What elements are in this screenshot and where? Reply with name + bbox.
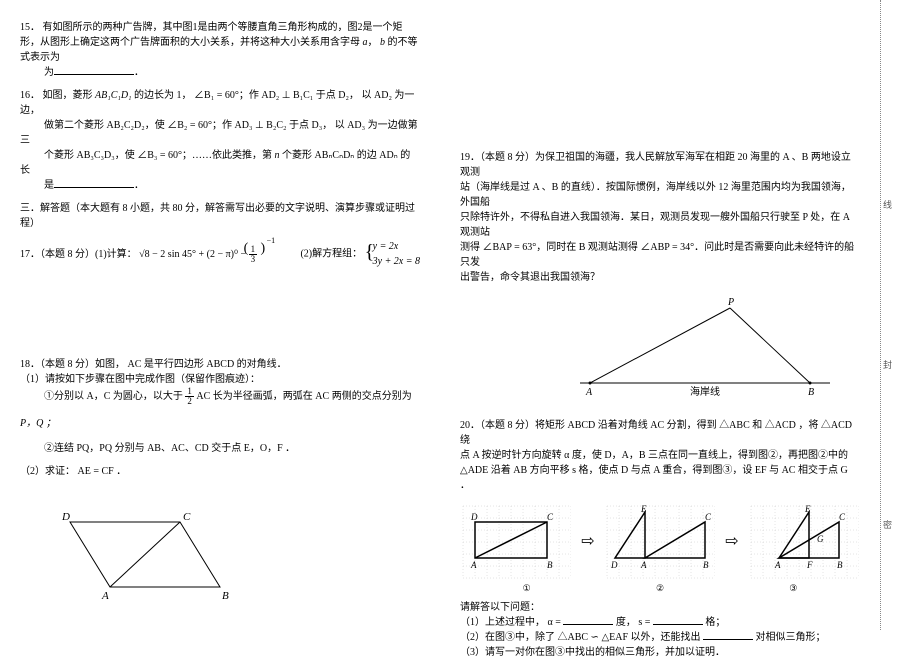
svg-text:D: D	[610, 560, 618, 570]
svg-text:B: B	[547, 560, 553, 570]
q20-blank-pairs	[703, 630, 753, 640]
svg-text:A: A	[640, 560, 647, 570]
question-16: 16． 如图，菱形 AB₁C₁D₁ 的边长为 1， ∠B₁ = 60°；作 AD…	[20, 88, 420, 193]
figure-18: D C A B	[20, 487, 420, 607]
grid-fig-2: A B C D E	[604, 501, 716, 581]
svg-text:A: A	[774, 560, 781, 570]
q15-blank	[54, 65, 134, 75]
q20-blank-s	[653, 615, 703, 625]
svg-text:A: A	[470, 560, 477, 570]
svg-text:G: G	[817, 534, 824, 544]
frac-one-third: ( 13 ) −1	[249, 245, 258, 264]
question-17: 17．（本题 8 分）(1)计算： √8 − 2 sin 45° + (2 − …	[20, 239, 420, 269]
arrow-icon: ⇨	[725, 531, 738, 551]
svg-text:A: A	[585, 387, 593, 398]
question-20: 20．（本题 8 分）将矩形 ABCD 沿着对角线 AC 分割，得到 △ABC …	[460, 418, 860, 493]
q15-number: 15．	[20, 22, 40, 33]
svg-text:F: F	[806, 560, 813, 570]
parallelogram-svg: D C A B	[20, 487, 260, 607]
svg-text:C: C	[183, 511, 191, 523]
binding-margin: 线 封 密	[880, 0, 920, 630]
frac-half: 12	[185, 387, 194, 406]
q16-number: 16．	[20, 90, 40, 101]
figure-20-labels: ① ② ③	[460, 583, 860, 594]
question-18: 18．（本题 8 分）如图， AC 是平行四边形 ABCD 的对角线． （1）请…	[20, 357, 420, 479]
svg-text:B: B	[222, 590, 229, 602]
question-20-answers: 请解答以下问题： （1）上述过程中， α = 度， s = 格； （2）在图③中…	[460, 600, 860, 660]
svg-text:B: B	[837, 560, 843, 570]
q15-var-b: b	[380, 37, 385, 48]
q20-blank-alpha	[563, 615, 613, 625]
svg-text:C: C	[547, 512, 554, 522]
grid-fig-1: D C A B	[460, 501, 572, 581]
svg-text:C: C	[839, 512, 846, 522]
q16-blank	[54, 178, 134, 188]
question-15: 15． 有如图所示的两种广告牌，其中图1是由两个等腰直角三角形构成的，图2是一个…	[20, 20, 420, 80]
bind-seal-3: 密	[881, 520, 894, 529]
question-19: 19．（本题 8 分）为保卫祖国的海疆，我人民解放军海军在相距 20 海里的 A…	[460, 150, 860, 285]
grid-fig-3: A B C E F G	[748, 501, 860, 581]
svg-text:E: E	[640, 504, 647, 514]
figure-19: A B P 海岸线	[460, 293, 860, 398]
svg-text:B: B	[808, 387, 814, 398]
q15-text1: 有如图所示的两种广告牌，其中图1是由两个等腰直角三角形构成的，图2是一个矩形，从…	[20, 22, 403, 48]
triangle-svg: A B P 海岸线	[560, 293, 850, 398]
arrow-icon: ⇨	[581, 531, 594, 551]
svg-text:A: A	[101, 590, 109, 602]
svg-text:P: P	[727, 297, 734, 308]
svg-text:D: D	[470, 512, 478, 522]
svg-text:C: C	[705, 512, 712, 522]
figure-20-row: D C A B ⇨ A B C D E ⇨ A B	[460, 501, 860, 581]
svg-text:B: B	[703, 560, 709, 570]
bind-seal-1: 线	[881, 200, 894, 209]
svg-text:海岸线: 海岸线	[690, 385, 720, 398]
svg-text:E: E	[804, 504, 811, 514]
section-3-heading: 三．解答题（本大题有 8 小题，共 80 分，解答需写出必要的文字说明、演算步骤…	[20, 201, 420, 231]
svg-text:D: D	[61, 511, 70, 523]
bind-seal-2: 封	[881, 360, 894, 369]
